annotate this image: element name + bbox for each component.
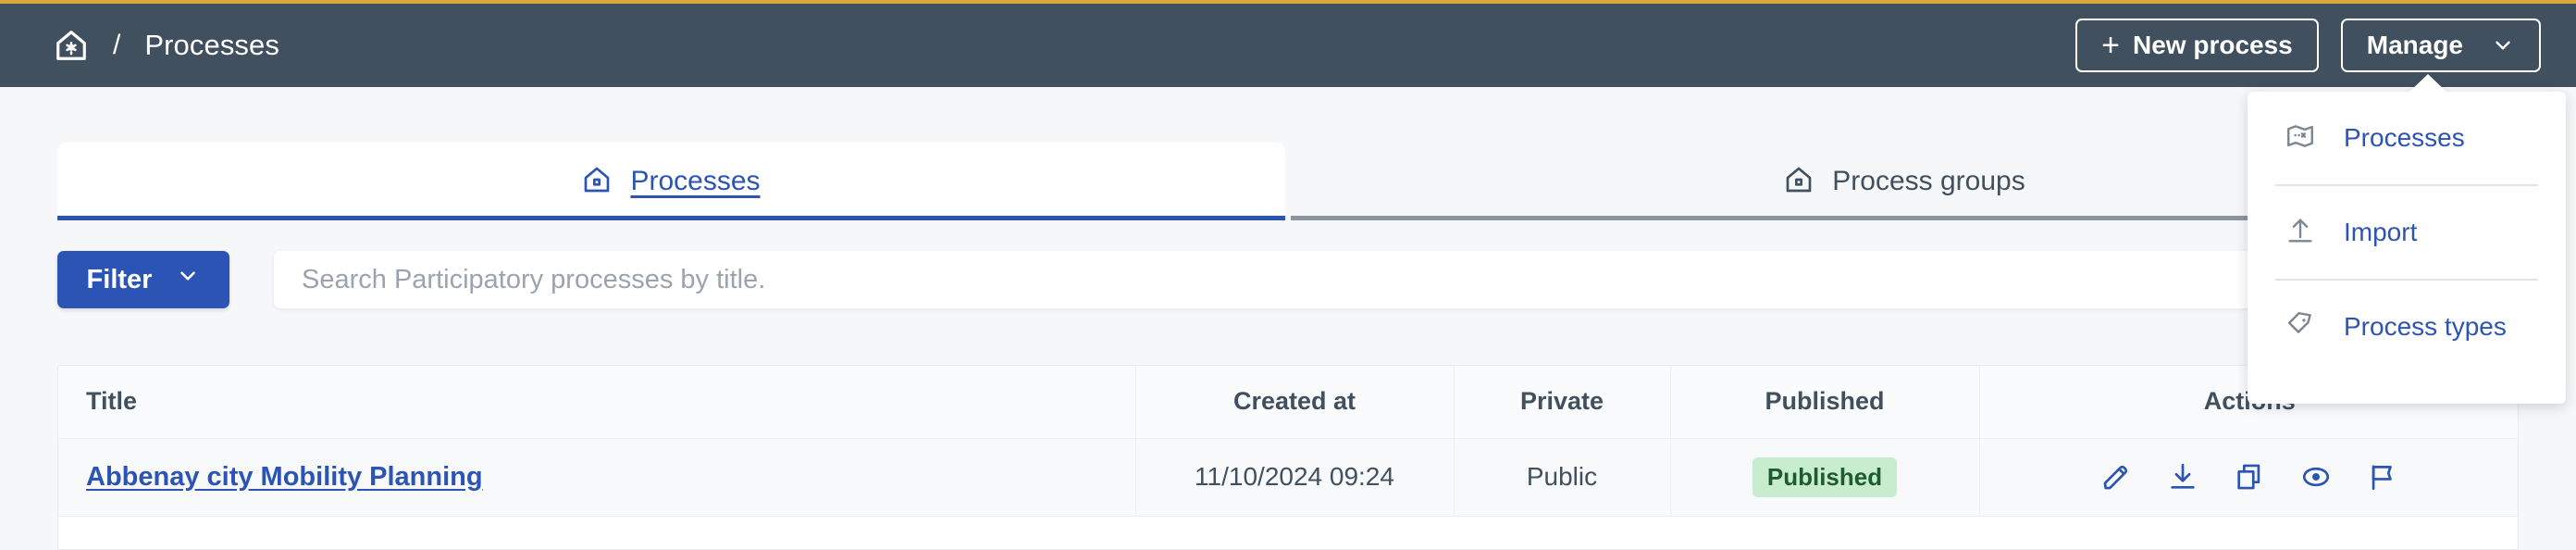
menu-divider: [2275, 184, 2538, 186]
house-icon: [1784, 165, 1814, 199]
filter-button[interactable]: Filter: [57, 251, 229, 308]
tab-process-groups[interactable]: Process groups: [1291, 143, 2519, 220]
edit-pencil-icon[interactable]: [2100, 461, 2132, 493]
home-gear-icon[interactable]: [54, 28, 89, 63]
page-title: Processes: [144, 29, 279, 61]
column-header-published: Published: [1670, 366, 1980, 439]
manage-label: Manage: [2366, 31, 2463, 59]
cell-published: Published: [1670, 438, 1980, 517]
status-badge: Published: [1752, 456, 1898, 497]
plus-icon: +: [2101, 28, 2120, 63]
filter-search-bar: Filter: [57, 250, 2519, 309]
table-header-row: Title Created at Private Published Actio…: [58, 366, 2518, 439]
manage-dropdown-button[interactable]: Manage: [2340, 19, 2541, 72]
menu-item-process-types[interactable]: Process types: [2248, 281, 2566, 373]
tab-inactive-underline: [1291, 216, 2519, 220]
duplicate-icon[interactable]: [2234, 461, 2265, 493]
cell-private: Public: [1454, 438, 1671, 517]
top-accent-rule: [0, 0, 2576, 4]
menu-item-process-types-label: Process types: [2344, 312, 2507, 341]
menu-divider: [2275, 279, 2538, 281]
tab-processes-label: Processes: [630, 166, 761, 196]
house-icon: [582, 165, 612, 199]
chevron-down-icon: [2491, 33, 2515, 57]
table-row: Abbenay city Mobility Planning 11/10/202…: [58, 438, 2518, 517]
new-process-button[interactable]: + New process: [2075, 19, 2319, 72]
search-field-wrapper[interactable]: [274, 251, 2519, 308]
download-icon[interactable]: [2167, 461, 2198, 493]
search-input[interactable]: [274, 251, 2519, 308]
filter-button-label: Filter: [86, 264, 153, 294]
breadcrumb: / Processes: [54, 28, 279, 63]
tab-bar: Processes Process groups: [57, 143, 2519, 220]
cell-created-at: 11/10/2024 09:24: [1135, 438, 1455, 517]
tab-processes[interactable]: Processes: [57, 143, 1285, 220]
tab-process-groups-label: Process groups: [1832, 166, 2025, 196]
tag-icon: [2285, 309, 2316, 345]
new-process-label: New process: [2133, 31, 2293, 59]
process-title-link[interactable]: Abbenay city Mobility Planning: [86, 461, 483, 492]
cell-actions: [1979, 438, 2518, 517]
map-icon: [2285, 120, 2316, 156]
main-content: Processes Process groups Filter: [0, 87, 2576, 550]
manage-dropdown-menu: Processes Import Process types: [2248, 92, 2566, 404]
menu-item-processes-label: Processes: [2344, 123, 2465, 152]
tab-active-underline: [57, 216, 1285, 220]
upload-icon: [2285, 215, 2316, 251]
column-header-title: Title: [58, 366, 1136, 439]
admin-topbar: / Processes + New process Manage: [0, 4, 2576, 87]
processes-table: Title Created at Private Published Actio…: [57, 365, 2519, 550]
preview-eye-icon[interactable]: [2300, 461, 2332, 493]
menu-item-import-label: Import: [2344, 218, 2418, 246]
cell-title: Abbenay city Mobility Planning: [58, 438, 1136, 517]
column-header-private: Private: [1454, 366, 1671, 439]
dropdown-pointer-arrow: [2408, 74, 2448, 94]
column-header-created-at: Created at: [1135, 366, 1455, 439]
topbar-actions: + New process Manage: [2075, 19, 2541, 72]
moderate-flag-icon[interactable]: [2367, 461, 2398, 493]
menu-item-processes[interactable]: Processes: [2248, 92, 2566, 184]
chevron-down-icon: [176, 264, 200, 295]
menu-item-import[interactable]: Import: [2248, 186, 2566, 279]
breadcrumb-separator: /: [113, 30, 121, 60]
